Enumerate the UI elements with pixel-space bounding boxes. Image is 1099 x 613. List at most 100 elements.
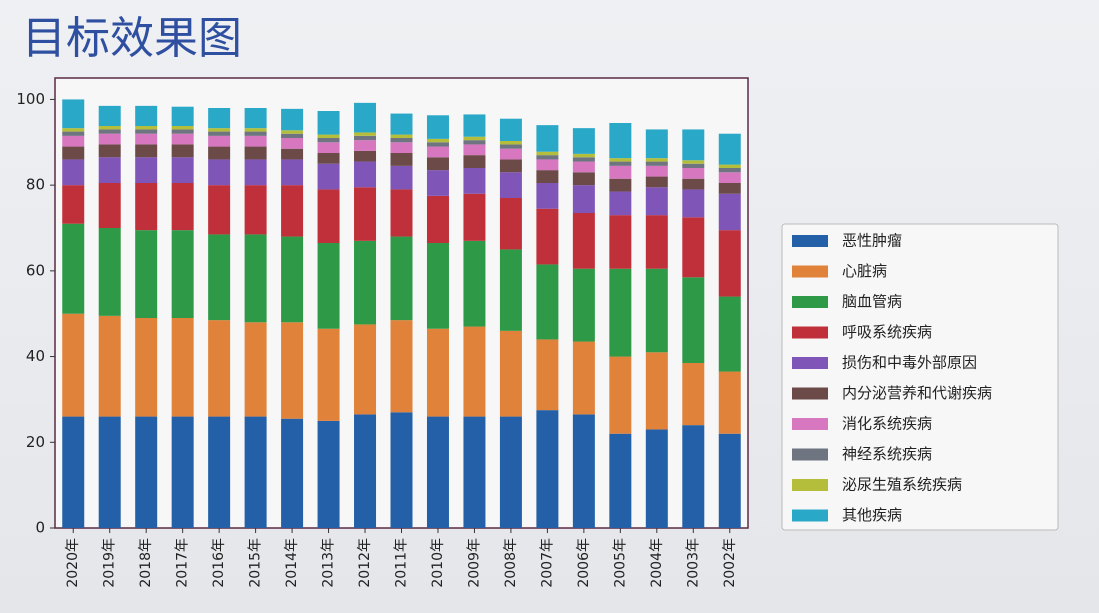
bar-segment (426, 146, 449, 158)
bar-segment (62, 135, 85, 147)
bar-segment (682, 160, 705, 164)
y-tick-label: 0 (35, 519, 45, 537)
bar-segment (536, 410, 559, 528)
bar-segment (645, 158, 668, 162)
bar-segment (609, 215, 632, 269)
bar-segment (135, 105, 158, 126)
bar-segment (208, 128, 231, 132)
legend-label: 呼吸系统疾病 (842, 323, 932, 341)
bar-segment (463, 114, 486, 137)
bar-segment (62, 416, 85, 528)
bar-segment (281, 159, 304, 186)
x-tick-label: 2020年 (65, 538, 81, 588)
legend-label: 神经系统疾病 (842, 445, 932, 463)
bar-segment (609, 178, 632, 192)
bar-segment (208, 234, 231, 321)
legend-label: 内分泌营养和代谢疾病 (842, 384, 992, 402)
bar-segment (426, 243, 449, 329)
bar-segment (390, 142, 413, 153)
legend-swatch (792, 448, 828, 461)
bar-segment (98, 133, 121, 145)
bar-segment (609, 165, 632, 179)
bar-segment (317, 134, 340, 138)
bar-segment (354, 140, 377, 151)
bar-segment (317, 163, 340, 190)
legend-swatch (792, 235, 828, 247)
bar-segment (718, 296, 741, 372)
bar-segment (499, 249, 522, 331)
bar-segment (609, 268, 632, 357)
bar-segment (463, 240, 486, 327)
bar-segment (62, 128, 85, 132)
x-tick-label: 2011年 (394, 538, 410, 588)
x-tick-label: 2004年 (649, 538, 665, 588)
bar-segment (718, 230, 741, 297)
bar-segment (572, 153, 595, 158)
legend-label: 泌尿生殖系统疾病 (842, 476, 962, 494)
bar-segment (135, 230, 158, 318)
y-tick-label: 100 (16, 90, 45, 108)
y-tick-label: 80 (26, 176, 45, 194)
bar-segment (463, 155, 486, 168)
bar-segment (682, 129, 705, 161)
bar-segment (499, 172, 522, 198)
bar-segment (645, 176, 668, 188)
bar-segment (244, 128, 267, 132)
x-tick-label: 2016年 (211, 538, 227, 588)
bar-segment (718, 168, 741, 173)
bar-segment (208, 320, 231, 417)
bar-segment (317, 328, 340, 421)
bar-segment (682, 178, 705, 190)
legend-swatch (792, 509, 828, 522)
bar-segment (499, 118, 522, 141)
bar-segment (354, 132, 377, 136)
bar-segment (171, 129, 194, 134)
bar-segment (645, 429, 668, 528)
bar-segment (171, 144, 194, 158)
bar-segment (682, 425, 705, 528)
bar-segment (645, 215, 668, 269)
x-tick-label: 2018年 (138, 538, 154, 588)
bar-segment (718, 172, 741, 183)
bar-segment (682, 168, 705, 179)
bar-segment (572, 161, 595, 173)
bar-segment (426, 195, 449, 243)
bar-segment (98, 126, 121, 130)
legend-swatch (792, 296, 828, 308)
bar-segment (208, 131, 231, 136)
bar-segment (281, 148, 304, 160)
bar-segment (135, 416, 158, 528)
legend-label: 恶性肿瘤 (842, 232, 902, 250)
bar-segment (135, 183, 158, 231)
bar-segment (281, 322, 304, 419)
bar-segment (390, 153, 413, 166)
bar-segment (135, 133, 158, 145)
bar-segment (390, 113, 413, 135)
x-tick-label: 2013年 (321, 538, 337, 588)
bar-segment (536, 159, 559, 171)
bar-segment (135, 157, 158, 183)
y-tick-label: 60 (26, 261, 45, 279)
bar-segment (390, 165, 413, 190)
bar-segment (499, 141, 522, 145)
legend-label: 损伤和中毒外部原因 (842, 354, 977, 372)
bar-segment (718, 433, 741, 528)
bar-segment (390, 138, 413, 143)
bar-segment (317, 420, 340, 528)
bar-segment (645, 161, 668, 166)
bar-segment (463, 193, 486, 241)
bar-segment (171, 416, 194, 528)
bar-segment (171, 157, 194, 183)
bar-segment (281, 418, 304, 528)
bar-segment (609, 356, 632, 434)
bar-segment (208, 185, 231, 235)
bar-segment (426, 157, 449, 171)
bar-segment (536, 155, 559, 160)
bar-segment (645, 165, 668, 177)
bar-segment (281, 130, 304, 134)
bar-segment (718, 164, 741, 168)
bar-segment (499, 144, 522, 149)
bar-segment (317, 142, 340, 153)
bar-segment (572, 268, 595, 342)
bar-segment (62, 146, 85, 160)
